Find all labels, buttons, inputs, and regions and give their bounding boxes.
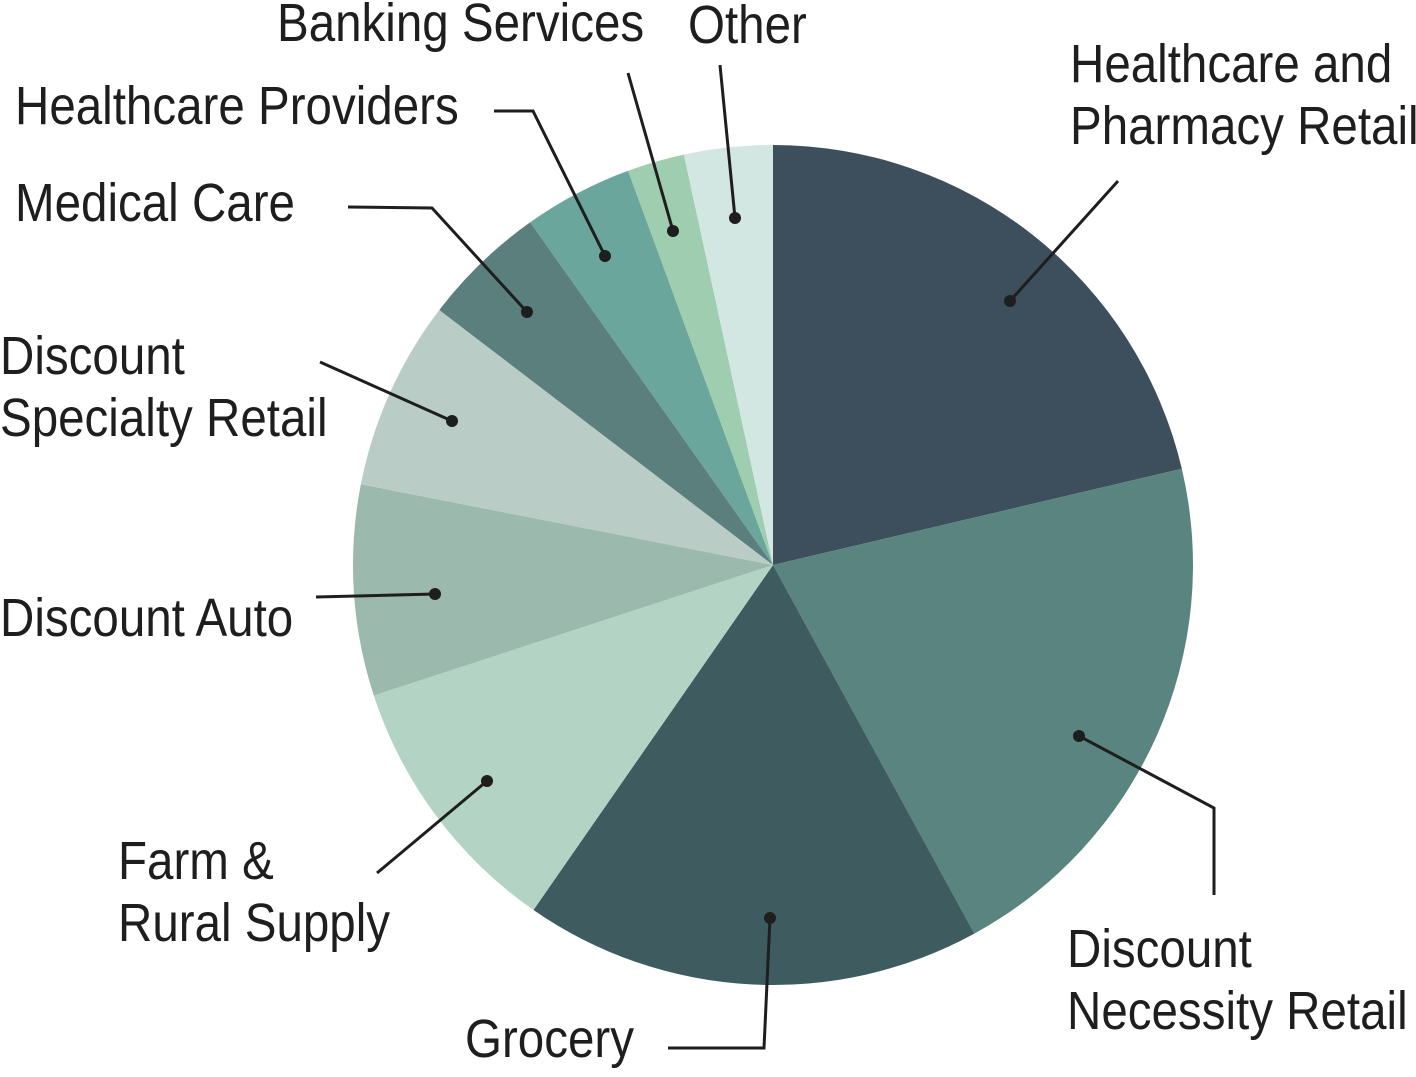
leader-dot (429, 588, 441, 600)
leader-dot (481, 775, 493, 787)
leader-line (1008, 179, 1120, 303)
leader-dot (729, 212, 741, 224)
leader-line (347, 205, 529, 314)
leader-line (376, 779, 488, 875)
pie-slice (530, 170, 773, 566)
slice-label: Healthcare and Pharmacy Retail (1070, 34, 1416, 156)
slice-label: Medical Care (15, 173, 295, 233)
leader-dot (521, 306, 533, 318)
leader-dot (446, 415, 458, 427)
pie-slice (773, 145, 1182, 565)
leader-dot (764, 912, 776, 924)
pie-slice (773, 468, 1193, 934)
leader-dot (1073, 730, 1085, 742)
slice-label: Banking Services (277, 0, 645, 53)
pie-slice (683, 145, 773, 565)
pie-slice (373, 565, 773, 910)
leader-line (718, 64, 737, 219)
pie-slice (628, 154, 773, 565)
leader-line (315, 592, 436, 599)
leader-dot (667, 225, 679, 237)
leader-line (494, 109, 607, 257)
leader-line (319, 360, 453, 423)
leader-line (1078, 734, 1216, 895)
slice-label: Healthcare Providers (15, 76, 459, 136)
slice-label: Discount Auto (0, 588, 294, 648)
leader-line (668, 917, 772, 1050)
slice-label: Grocery (465, 1009, 635, 1069)
slice-label: Other (688, 0, 807, 55)
slice-label: Discount Specialty Retail (0, 326, 328, 448)
pie-slice (353, 484, 773, 696)
slice-label: Farm & Rural Supply (118, 831, 391, 953)
pie-slice (533, 565, 975, 985)
leader-line (626, 72, 675, 232)
slice-label: Discount Necessity Retail (1067, 919, 1408, 1041)
pie-slice (360, 309, 773, 565)
leader-dot (1004, 295, 1016, 307)
leader-dot (599, 250, 611, 262)
